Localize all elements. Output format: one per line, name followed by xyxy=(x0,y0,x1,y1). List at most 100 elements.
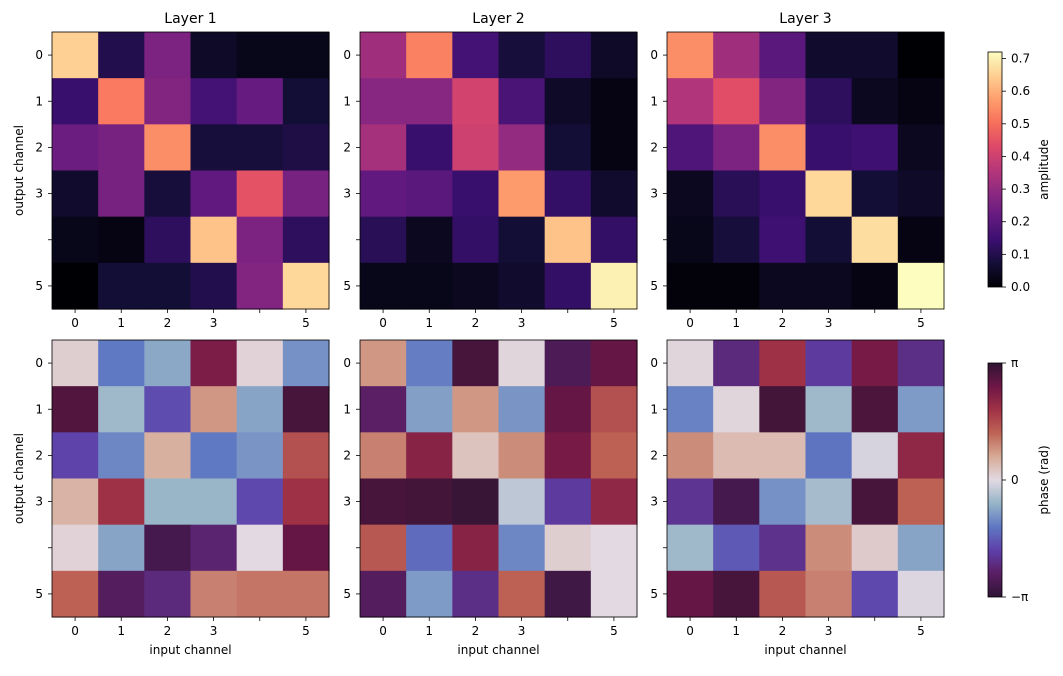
heatmap-cell xyxy=(759,78,807,125)
heatmap-cell xyxy=(452,524,500,572)
heatmap-cell xyxy=(544,170,592,218)
heatmap-cell xyxy=(452,124,500,172)
heatmap-cell xyxy=(190,170,238,218)
heatmap-cell xyxy=(282,570,330,618)
y-tick-label: 5 xyxy=(343,279,351,293)
colorbar-tick-label: −π xyxy=(1011,590,1028,604)
colorbar-tick-label: 0.3 xyxy=(1011,182,1030,196)
heatmap-cell xyxy=(236,386,284,433)
colorbar-bar xyxy=(987,51,1003,288)
heatmap-cell xyxy=(590,432,638,480)
y-tick-label: 5 xyxy=(650,279,658,293)
heatmap-cell xyxy=(144,432,192,480)
heatmap-cell xyxy=(98,478,145,526)
heatmap-cell xyxy=(590,124,638,172)
heatmap-cell xyxy=(52,32,99,79)
x-tick-label: 1 xyxy=(117,316,125,330)
x-tick-label: 5 xyxy=(610,624,618,638)
heatmap-cell xyxy=(498,32,546,79)
heatmap-cell xyxy=(713,340,760,387)
heatmap-cell xyxy=(590,262,638,310)
heatmap-cell xyxy=(805,524,853,572)
heatmap-cell xyxy=(144,170,192,218)
heatmap-cell xyxy=(851,262,899,310)
heatmap-cell xyxy=(190,570,238,618)
heatmap-cell xyxy=(452,32,500,79)
heatmap-cell xyxy=(805,262,853,310)
x-tick-label: 2 xyxy=(164,624,172,638)
heatmap-cell xyxy=(52,340,99,387)
heatmap-panel-3 xyxy=(663,31,945,313)
heatmap-cell xyxy=(805,340,853,387)
x-tick-label: 5 xyxy=(917,624,925,638)
heatmap-cell xyxy=(544,478,592,526)
panel-frame xyxy=(666,339,945,618)
x-tick-label: 2 xyxy=(472,624,480,638)
colorbar-tick-label: 0.1 xyxy=(1011,247,1030,261)
heatmap-cell xyxy=(282,216,330,264)
heatmap-cell xyxy=(713,78,760,125)
colorbar-tick-label: 0 xyxy=(1011,473,1019,487)
x-tick-label: 0 xyxy=(686,316,694,330)
heatmap-cell xyxy=(667,170,714,218)
y-tick-label: 0 xyxy=(35,356,43,370)
heatmap-cell xyxy=(851,478,899,526)
heatmap-cell xyxy=(52,78,99,125)
heatmap-cell xyxy=(851,170,899,218)
heatmap-cell xyxy=(544,78,592,125)
heatmap-cell xyxy=(759,432,807,480)
heatmap-cell xyxy=(52,570,99,618)
heatmap-cell xyxy=(544,524,592,572)
heatmap-cell xyxy=(236,78,284,125)
heatmap-cell xyxy=(360,124,407,172)
heatmap-cell xyxy=(236,432,284,480)
heatmap-cell xyxy=(282,340,330,387)
heatmap-cell xyxy=(98,570,145,618)
y-tick-label: 1 xyxy=(35,402,43,416)
x-tick-label: 1 xyxy=(732,316,740,330)
heatmap-cell xyxy=(406,262,453,310)
heatmap-panel-4 xyxy=(48,339,330,621)
y-tick-label: 0 xyxy=(343,48,351,62)
y-tick-label: 3 xyxy=(35,495,43,509)
heatmap-cell xyxy=(144,32,192,79)
heatmap-cell xyxy=(452,432,500,480)
y-tick-label: 2 xyxy=(650,448,658,462)
panel-frame xyxy=(359,31,638,310)
heatmap-cell xyxy=(144,524,192,572)
x-tick-label: 2 xyxy=(779,624,787,638)
heatmap-cell xyxy=(144,78,192,125)
heatmap-cell xyxy=(805,570,853,618)
colorbar-label: amplitude xyxy=(1037,139,1051,200)
heatmap-cell xyxy=(805,32,853,79)
heatmap-cell xyxy=(897,524,945,572)
heatmap-panel-1 xyxy=(48,31,330,313)
heatmap-cell xyxy=(498,216,546,264)
heatmap-cell xyxy=(190,124,238,172)
heatmap-cell xyxy=(498,262,546,310)
heatmap-cell xyxy=(98,386,145,433)
colorbar-tick-label: 0.2 xyxy=(1011,215,1030,229)
y-tick-label: 5 xyxy=(650,587,658,601)
heatmap-cell xyxy=(282,78,330,125)
heatmap-cell xyxy=(52,386,99,433)
heatmap-cell xyxy=(406,170,453,218)
x-tick-label: 2 xyxy=(164,316,172,330)
heatmap-cell xyxy=(98,170,145,218)
y-tick-label: 0 xyxy=(650,356,658,370)
heatmap-cell xyxy=(236,340,284,387)
heatmap-cell xyxy=(406,124,453,172)
heatmap-cell xyxy=(851,78,899,125)
heatmap-cell xyxy=(667,524,714,572)
colorbar-tick-label: 0.4 xyxy=(1011,149,1030,163)
heatmap-cell xyxy=(498,432,546,480)
x-axis-label: input channel xyxy=(764,643,846,657)
heatmap-cell xyxy=(897,32,945,79)
panel-frame xyxy=(51,339,330,618)
heatmap-cell xyxy=(98,216,145,264)
heatmap-cell xyxy=(144,570,192,618)
heatmap-cell xyxy=(190,78,238,125)
heatmap-cell xyxy=(897,386,945,433)
